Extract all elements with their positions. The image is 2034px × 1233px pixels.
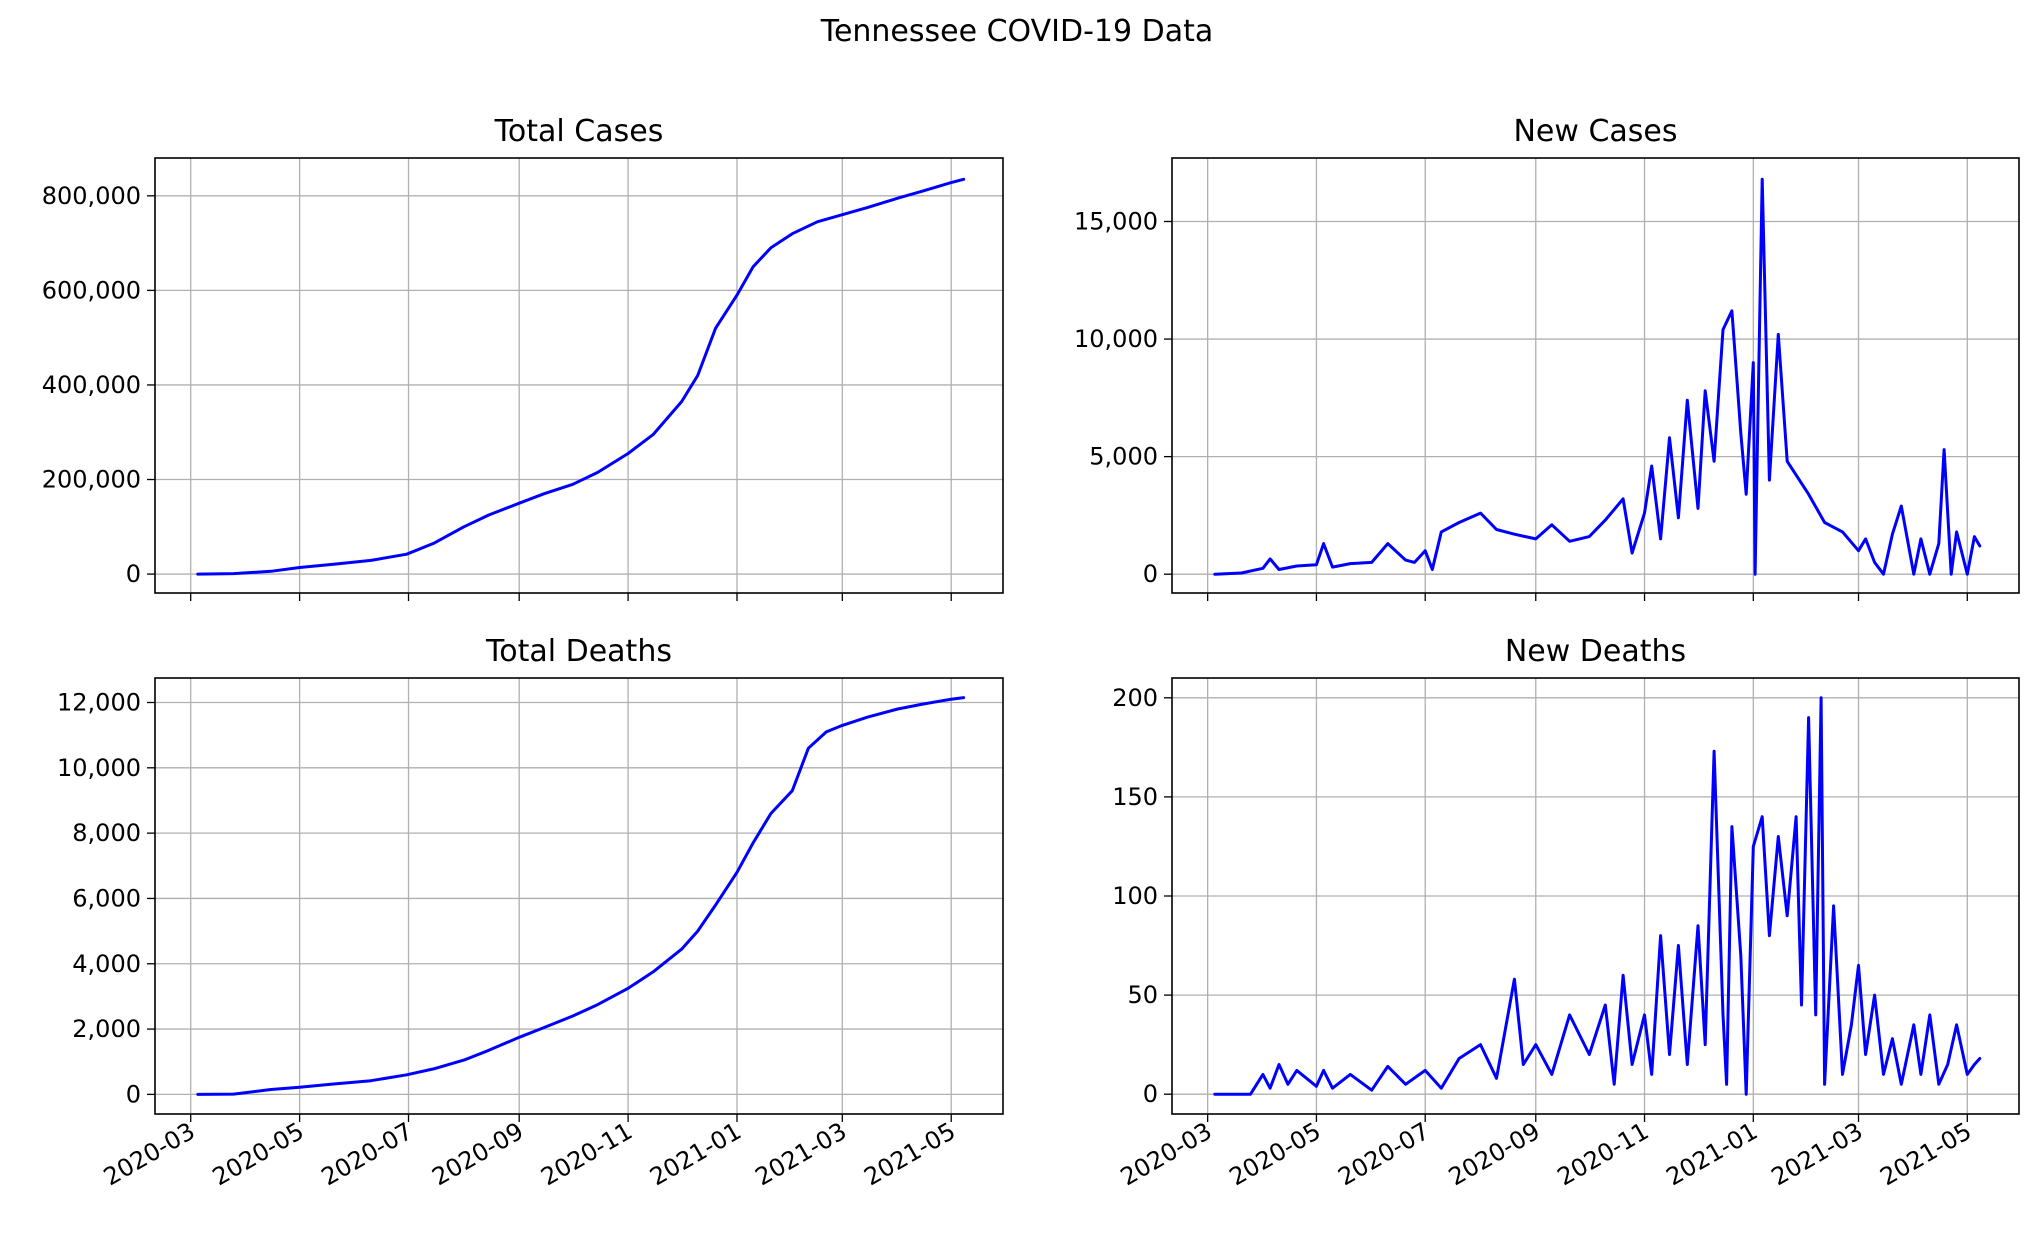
y-tick-label: 2,000: [72, 1015, 141, 1043]
y-tick-label: 400,000: [42, 371, 141, 399]
panel-title: Total Cases: [494, 114, 664, 149]
y-tick-label: 6,000: [72, 884, 141, 912]
series-line: [1213, 696, 1982, 1096]
y-tick-label: 15,000: [1074, 207, 1158, 235]
x-tick-label: 2020-05: [1225, 1117, 1326, 1191]
x-tick-label: 2020-07: [317, 1117, 418, 1191]
series-line: [196, 177, 966, 576]
x-tick-label: 2020-09: [1444, 1117, 1545, 1191]
x-tick-label: 2021-05: [1875, 1117, 1976, 1191]
x-tick-label: 2020-03: [99, 1117, 200, 1191]
x-tick-label: 2020-05: [208, 1117, 309, 1191]
y-tick-label: 200: [1112, 684, 1158, 712]
y-tick-label: 12,000: [57, 688, 141, 716]
series-line: [196, 696, 966, 1096]
x-tick-label: 2021-05: [859, 1117, 960, 1191]
x-tick-label: 2020-07: [1333, 1117, 1434, 1191]
y-tick-label: 100: [1112, 882, 1158, 910]
y-tick-label: 5,000: [1089, 443, 1158, 471]
y-tick-label: 0: [126, 1080, 141, 1108]
y-tick-label: 200,000: [42, 466, 141, 494]
x-tick-label: 2020-11: [1553, 1117, 1654, 1191]
x-tick-label: 2020-09: [427, 1117, 528, 1191]
axes-frame: [1171, 157, 2020, 594]
y-tick-label: 10,000: [1074, 325, 1158, 353]
y-tick-label: 800,000: [42, 182, 141, 210]
x-tick-label: 2020-11: [536, 1117, 637, 1191]
axes-frame: [154, 677, 1004, 1115]
panel-title: New Cases: [1513, 114, 1677, 149]
x-tick-label: 2021-03: [750, 1117, 851, 1191]
axes-frame: [154, 157, 1004, 594]
y-tick-label: 0: [1143, 1080, 1158, 1108]
y-tick-label: 10,000: [57, 754, 141, 782]
x-tick-label: 2021-03: [1767, 1117, 1868, 1191]
y-tick-label: 8,000: [72, 819, 141, 847]
series-line: [1213, 177, 1982, 576]
panel-title: New Deaths: [1505, 634, 1686, 669]
panel-title: Total Deaths: [485, 634, 672, 669]
figure-title: Tennessee COVID-19 Data: [820, 14, 1214, 49]
axes-frame: [1171, 677, 2020, 1115]
y-tick-label: 0: [126, 560, 141, 588]
y-tick-label: 50: [1127, 981, 1158, 1009]
y-tick-label: 150: [1112, 783, 1158, 811]
x-tick-label: 2021-01: [645, 1117, 746, 1191]
y-tick-label: 0: [1143, 560, 1158, 588]
x-tick-label: 2021-01: [1661, 1117, 1762, 1191]
x-tick-label: 2020-03: [1116, 1117, 1217, 1191]
y-tick-label: 600,000: [42, 276, 141, 304]
y-tick-label: 4,000: [72, 950, 141, 978]
